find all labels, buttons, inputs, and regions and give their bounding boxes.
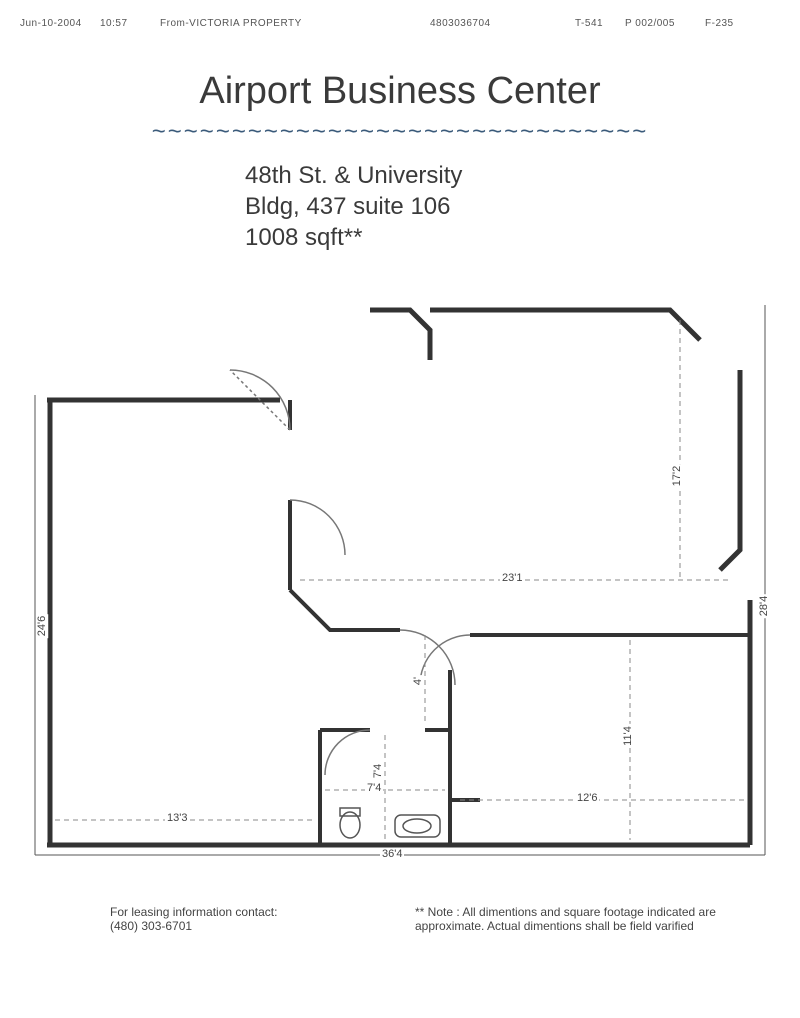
page-title: Airport Business Center <box>0 70 800 113</box>
address-line-1: 48th St. & University <box>245 160 462 191</box>
fax-from: From-VICTORIA PROPERTY <box>160 18 302 29</box>
footer-contact-phone: (480) 303-6701 <box>110 919 370 933</box>
dim-12-6: 12'6 <box>575 792 599 804</box>
title-separator: ~~~~~~~~~~~~~~~~~~~~~~~~~~~~~~~ <box>0 118 800 146</box>
dim-17-2: 17'2 <box>671 464 683 488</box>
dim-13-3: 13'3 <box>165 812 189 824</box>
fax-code3: F-235 <box>705 18 734 29</box>
dim-11-4: 11'4 <box>622 724 634 748</box>
subheading: 48th St. & University Bldg, 437 suite 10… <box>245 160 462 254</box>
fax-date: Jun-10-2004 <box>20 18 82 29</box>
footer-contact: For leasing information contact: (480) 3… <box>110 905 370 933</box>
fax-time: 10:57 <box>100 18 128 29</box>
floor-plan-svg <box>30 300 770 870</box>
footer-note: ** Note : All dimentions and square foot… <box>415 905 745 933</box>
dim-7-4b: 7'4 <box>372 762 384 780</box>
dim-24-6: 24'6 <box>36 614 48 638</box>
floor-plan: 24'6 13'3 36'4 7'4 7'4 4' 23'1 12'6 11'4… <box>30 300 770 870</box>
dim-28-4: 28'4 <box>758 594 770 618</box>
fax-code2: P 002/005 <box>625 18 675 29</box>
footer-contact-label: For leasing information contact: <box>110 905 370 919</box>
dim-23-1: 23'1 <box>500 572 524 584</box>
address-line-2: Bldg, 437 suite 106 <box>245 191 462 222</box>
fax-number: 4803036704 <box>430 18 491 29</box>
dim-36-4: 36'4 <box>380 848 404 860</box>
dim-4: 4' <box>412 675 424 687</box>
sqft-line: 1008 sqft** <box>245 222 462 253</box>
fax-code1: T-541 <box>575 18 603 29</box>
dim-7-4a: 7'4 <box>365 782 383 794</box>
